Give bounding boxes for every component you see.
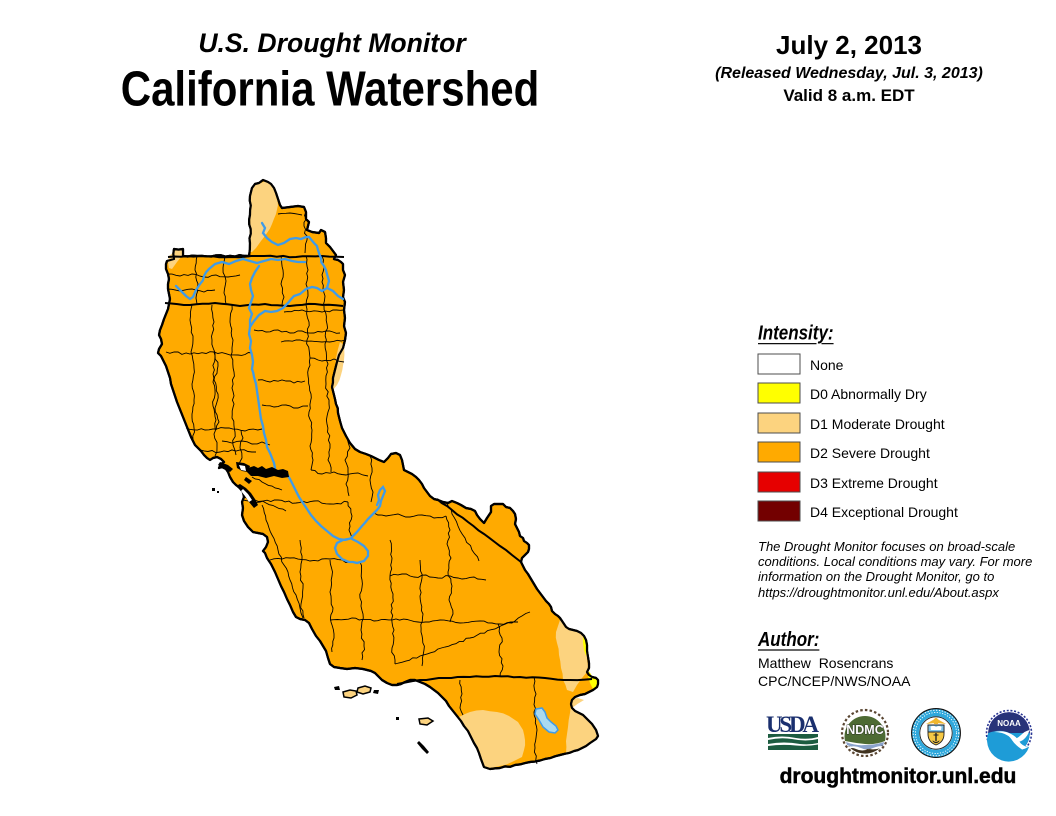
svg-text:NDMC: NDMC bbox=[846, 723, 884, 737]
svg-text:NOAA: NOAA bbox=[997, 719, 1021, 728]
svg-text:USDA: USDA bbox=[766, 712, 819, 737]
